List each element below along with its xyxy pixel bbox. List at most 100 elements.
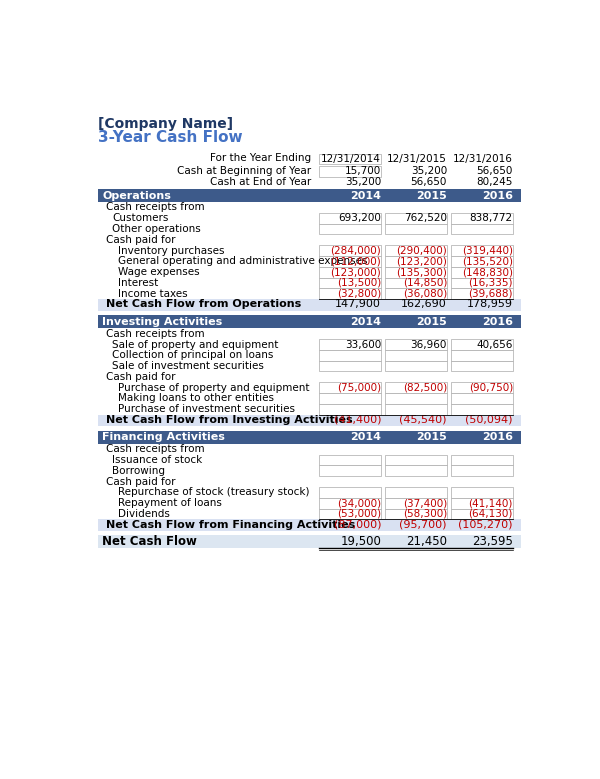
Bar: [319, 404, 381, 414]
Bar: [98, 414, 521, 426]
Text: For the Year Ending: For the Year Ending: [210, 153, 311, 163]
Bar: [319, 350, 381, 361]
Text: Cash receipts from: Cash receipts from: [106, 203, 205, 213]
Text: Wage expenses: Wage expenses: [118, 267, 200, 277]
Bar: [451, 256, 513, 266]
Text: (32,800): (32,800): [337, 289, 381, 298]
Bar: [385, 213, 447, 224]
Bar: [319, 266, 381, 277]
Text: (319,440): (319,440): [462, 245, 513, 256]
Text: 2016: 2016: [482, 317, 513, 326]
Bar: [319, 339, 381, 350]
Text: 2015: 2015: [416, 317, 447, 326]
Text: (148,830): (148,830): [462, 267, 513, 277]
Text: (45,540): (45,540): [400, 415, 447, 425]
Bar: [451, 245, 513, 256]
Text: 147,900: 147,900: [335, 299, 381, 309]
Bar: [451, 350, 513, 361]
Bar: [319, 393, 381, 404]
Bar: [385, 498, 447, 509]
Text: (37,400): (37,400): [403, 498, 447, 508]
Bar: [385, 339, 447, 350]
Bar: [385, 277, 447, 288]
Text: (284,000): (284,000): [331, 245, 381, 256]
Text: Inventory purchases: Inventory purchases: [118, 245, 225, 256]
Text: (50,094): (50,094): [466, 415, 513, 425]
Bar: [451, 498, 513, 509]
Bar: [385, 245, 447, 256]
Text: Dividends: Dividends: [118, 509, 170, 519]
Text: 838,772: 838,772: [470, 213, 513, 224]
Bar: [319, 245, 381, 256]
Bar: [319, 213, 381, 224]
Bar: [451, 213, 513, 224]
Text: Cash paid for: Cash paid for: [106, 234, 176, 245]
Text: (123,000): (123,000): [331, 267, 381, 277]
Text: (95,700): (95,700): [400, 520, 447, 530]
Bar: [451, 404, 513, 414]
Bar: [451, 487, 513, 498]
Bar: [98, 431, 521, 444]
Bar: [451, 224, 513, 234]
Text: Interest: Interest: [118, 278, 158, 288]
Bar: [98, 315, 521, 328]
Text: (87,000): (87,000): [334, 520, 381, 530]
Text: (41,140): (41,140): [469, 498, 513, 508]
Text: (135,520): (135,520): [462, 256, 513, 266]
Text: (64,130): (64,130): [469, 509, 513, 519]
Text: (123,200): (123,200): [396, 256, 447, 266]
Bar: [451, 382, 513, 393]
Text: Cash paid for: Cash paid for: [106, 372, 176, 382]
Text: 23,595: 23,595: [472, 535, 513, 548]
Bar: [98, 299, 521, 311]
Text: 56,650: 56,650: [476, 166, 513, 176]
Text: 2015: 2015: [416, 191, 447, 200]
Text: 35,200: 35,200: [345, 177, 381, 187]
Bar: [319, 224, 381, 234]
Bar: [451, 393, 513, 404]
Text: (90,750): (90,750): [469, 382, 513, 393]
Text: Making loans to other entities: Making loans to other entities: [118, 393, 274, 404]
Text: 21,450: 21,450: [406, 535, 447, 548]
Bar: [319, 288, 381, 299]
Text: 40,656: 40,656: [476, 340, 513, 350]
Text: (82,500): (82,500): [403, 382, 447, 393]
Text: Net Cash Flow: Net Cash Flow: [102, 535, 197, 548]
Text: Cash receipts from: Cash receipts from: [106, 329, 205, 339]
Text: Cash at Beginning of Year: Cash at Beginning of Year: [177, 166, 311, 176]
Text: (135,300): (135,300): [396, 267, 447, 277]
Bar: [98, 189, 521, 202]
Bar: [319, 465, 381, 476]
Text: (39,688): (39,688): [469, 289, 513, 298]
Text: Cash at End of Year: Cash at End of Year: [210, 177, 311, 187]
Bar: [385, 288, 447, 299]
Text: [Company Name]: [Company Name]: [98, 117, 233, 131]
Text: 2016: 2016: [482, 191, 513, 200]
Text: (36,080): (36,080): [403, 289, 447, 298]
Text: 762,520: 762,520: [404, 213, 447, 224]
Bar: [385, 509, 447, 520]
Text: (75,000): (75,000): [337, 382, 381, 393]
Text: Operations: Operations: [102, 191, 171, 200]
Text: 178,959: 178,959: [467, 299, 513, 309]
Text: Sale of property and equipment: Sale of property and equipment: [112, 340, 278, 350]
Text: (290,400): (290,400): [396, 245, 447, 256]
Text: Purchase of property and equipment: Purchase of property and equipment: [118, 382, 310, 393]
Bar: [319, 153, 381, 164]
Text: Repayment of loans: Repayment of loans: [118, 498, 222, 508]
Text: Income taxes: Income taxes: [118, 289, 188, 298]
Text: 12/31/2014: 12/31/2014: [321, 154, 381, 164]
Text: Investing Activities: Investing Activities: [102, 317, 223, 326]
Bar: [319, 487, 381, 498]
Bar: [319, 498, 381, 509]
Text: Net Cash Flow from Investing Activities: Net Cash Flow from Investing Activities: [106, 415, 353, 425]
Bar: [451, 465, 513, 476]
Bar: [451, 455, 513, 465]
Bar: [385, 350, 447, 361]
Bar: [451, 509, 513, 520]
Bar: [385, 256, 447, 266]
Text: 2014: 2014: [350, 191, 381, 200]
Text: (13,500): (13,500): [337, 278, 381, 288]
Text: Net Cash Flow from Operations: Net Cash Flow from Operations: [106, 299, 301, 309]
Text: (14,850): (14,850): [403, 278, 447, 288]
